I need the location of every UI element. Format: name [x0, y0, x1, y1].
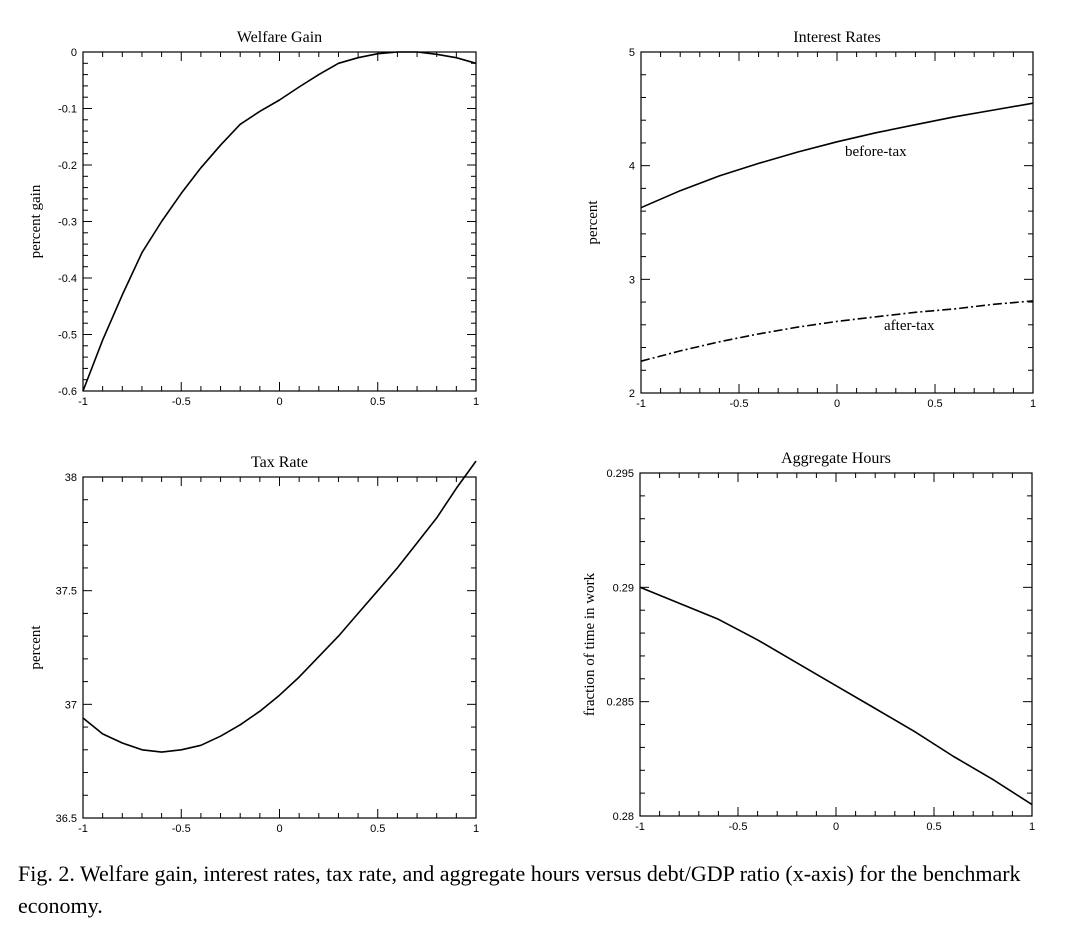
x-tick-label: -1: [78, 396, 88, 408]
x-tick-label: -1: [78, 823, 88, 835]
x-tick-label: 1: [473, 823, 479, 835]
x-tick-label: 1: [1029, 821, 1035, 833]
y-axis-label: percent: [585, 200, 601, 245]
panel-title: Interest Rates: [793, 29, 881, 46]
series-line: [82, 51, 477, 392]
tax-rate-panel: Tax Rate percent -1 -0.5 0 0.5 1 36.5 37 37.5 38: [28, 454, 479, 835]
after-tax-line: [640, 300, 1034, 362]
x-tick-label: 0: [834, 398, 840, 410]
panel-title: Aggregate Hours: [781, 450, 891, 467]
y-tick-label: 0.28: [613, 811, 634, 823]
figure-caption: Fig. 2. Welfare gain, interest rates, ta…: [18, 861, 1021, 918]
y-tick-label: 0.285: [606, 697, 634, 709]
x-tick-label: -1: [635, 821, 645, 833]
x-tick-label: 0.5: [370, 396, 385, 408]
y-axis-label: percent gain: [28, 184, 44, 258]
x-tick-label: -0.5: [172, 396, 191, 408]
y-axis-label: fraction of time in work: [582, 572, 598, 716]
x-tick-label: 1: [1030, 398, 1036, 410]
series-annotation: before-tax: [845, 144, 907, 160]
plot-frame: [82, 51, 477, 392]
y-tick-label: 36.5: [56, 813, 77, 825]
x-tick-label: -0.5: [730, 398, 749, 410]
plot-frame: [640, 51, 1034, 394]
y-axis-label: percent: [28, 625, 44, 670]
y-tick-label: 3: [629, 274, 635, 286]
y-tick-label: 37: [65, 699, 77, 711]
y-tick-label: -0.2: [58, 160, 77, 172]
y-tick-label: 0.295: [606, 468, 634, 480]
plot-frame: [639, 472, 1033, 817]
x-tick-label: -1: [636, 398, 646, 410]
y-tick-label: 38: [65, 472, 77, 484]
y-tick-label: -0.4: [58, 273, 77, 285]
series-line: [639, 586, 1033, 806]
x-tick-label: -0.5: [172, 823, 191, 835]
plot-frame: [82, 476, 477, 819]
y-tick-label: 5: [629, 47, 635, 59]
y-tick-label: 37.5: [56, 586, 77, 598]
x-tick-label: 0: [833, 821, 839, 833]
panel-title: Tax Rate: [251, 454, 308, 471]
y-tick-label: -0.5: [58, 330, 77, 342]
panel-title: Welfare Gain: [237, 29, 322, 46]
x-tick-label: 1: [473, 396, 479, 408]
x-tick-label: 0.5: [926, 821, 941, 833]
x-tick-label: -0.5: [729, 821, 748, 833]
series-annotation: after-tax: [884, 318, 935, 334]
x-tick-label: 0: [276, 396, 282, 408]
y-tick-label: 4: [629, 161, 635, 173]
before-tax-line: [640, 102, 1034, 209]
x-tick-label: 0: [276, 823, 282, 835]
y-tick-label: -0.1: [58, 104, 77, 116]
welfare-gain-panel: Welfare Gain percent gain -1 -0.5 0 0.5 1 -0.6 -…: [28, 29, 479, 408]
y-tick-label: 0.29: [613, 582, 634, 594]
interest-rates-panel: Interest Rates percent -1 -0.5 0 0.5 1 2 3 4 5 befo…: [585, 29, 1036, 410]
series-line: [82, 460, 477, 753]
y-tick-label: 0: [71, 47, 77, 59]
aggregate-hours-panel: Aggregate Hours fraction of time in work -…: [582, 450, 1035, 833]
y-tick-label: -0.3: [58, 217, 77, 229]
x-tick-label: 0.5: [370, 823, 385, 835]
y-tick-label: -0.6: [58, 386, 77, 398]
y-tick-label: 2: [629, 388, 635, 400]
x-tick-label: 0.5: [927, 398, 942, 410]
